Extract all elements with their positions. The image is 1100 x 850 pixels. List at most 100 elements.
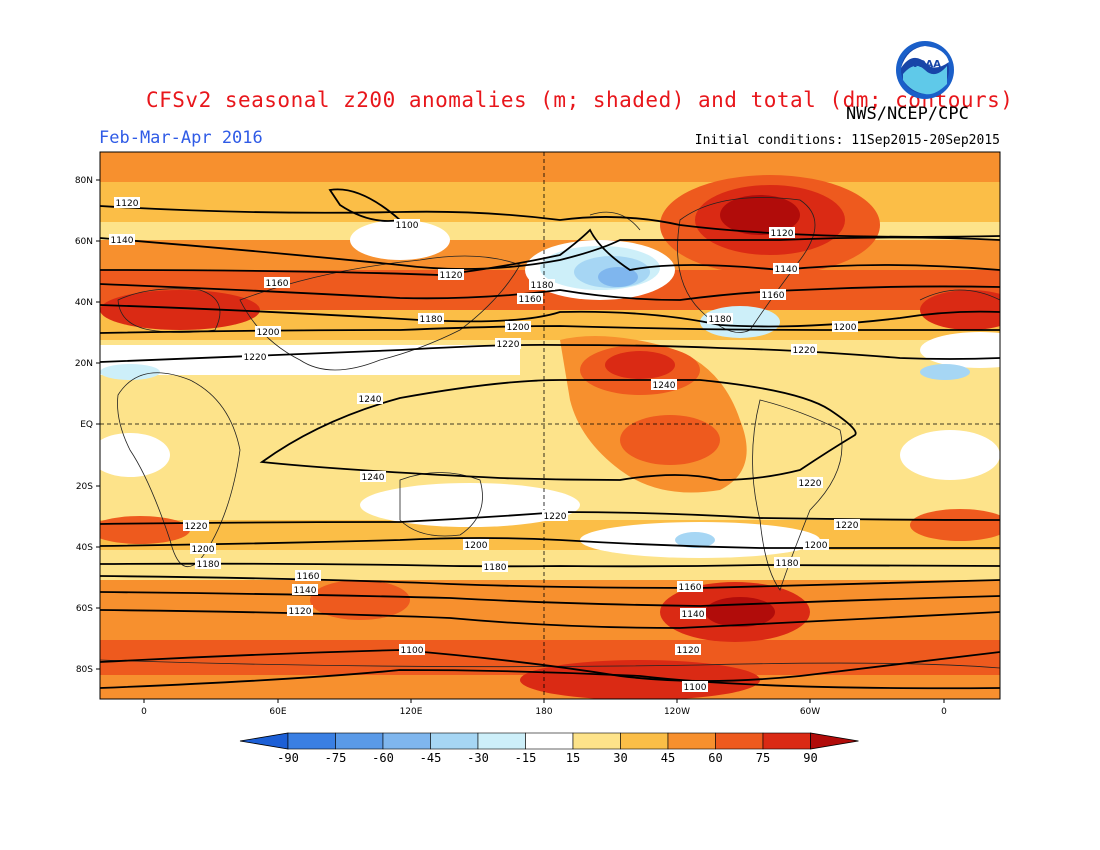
contour-label-bg <box>255 326 281 337</box>
contour-label: 1140 <box>111 236 134 246</box>
colorbar-segment <box>477 732 526 750</box>
colorbar-segment <box>382 732 431 750</box>
contour-label-bg <box>682 681 708 692</box>
initial-conditions-label: Initial conditions: 11Sep2015-20Sep2015 <box>694 133 1000 148</box>
contour-label: 1200 <box>834 323 857 333</box>
contour-label: 1200 <box>257 328 280 338</box>
contour-label-bg <box>834 519 860 530</box>
colorbar-segment <box>762 732 811 750</box>
contour-label-bg <box>360 471 386 482</box>
contour-label: 1220 <box>497 340 520 350</box>
contour-label: 1120 <box>677 646 700 656</box>
lon-label: 60W <box>800 707 820 717</box>
contour-label-bg <box>292 584 318 595</box>
contour-label: 1100 <box>684 683 707 693</box>
contour-label: 1100 <box>401 646 424 656</box>
contour-label: 1220 <box>799 479 822 489</box>
contour-label-bg <box>517 293 543 304</box>
contour-label: 1180 <box>776 559 799 569</box>
contour-label-bg <box>495 338 521 349</box>
lon-label: 60E <box>269 707 286 717</box>
contour-label-bg <box>109 234 135 245</box>
contour-label: 1140 <box>775 265 798 275</box>
lon-label: 120E <box>400 707 423 717</box>
colorbar-right-arrow <box>810 732 859 750</box>
colorbar-segment <box>430 732 479 750</box>
contour-label: 1120 <box>771 229 794 239</box>
contour-label-bg <box>797 477 823 488</box>
contour-label: 1180 <box>420 315 443 325</box>
lat-label: EQ <box>80 420 93 430</box>
contour-label: 1120 <box>116 199 139 209</box>
contour-label: 1180 <box>484 563 507 573</box>
colorbar-label: -45 <box>420 751 442 765</box>
colorbar-segment <box>525 732 574 750</box>
contour-label-bg <box>760 289 786 300</box>
contour-label-bg <box>190 543 216 554</box>
colorbar-label: -15 <box>515 751 537 765</box>
contour-label-bg <box>529 279 555 290</box>
map-title: CFSv2 seasonal z200 anomalies (m; shaded… <box>146 88 1014 112</box>
lat-label: 60S <box>76 604 93 614</box>
contour-label-bg <box>114 197 140 208</box>
season-label: Feb-Mar-Apr 2016 <box>99 128 263 148</box>
noaa-logo-text: NOAA <box>909 59 941 70</box>
contour-label: 1200 <box>192 545 215 555</box>
contour-label: 1220 <box>793 346 816 356</box>
contour-label-bg <box>195 558 221 569</box>
contour-label-bg <box>399 644 425 655</box>
contour-label-bg <box>677 581 703 592</box>
contour-label: 1160 <box>679 583 702 593</box>
lon-label: 180 <box>535 707 552 717</box>
contour-labels: 1120 1140 1100 1120 1160 1180 1200 1220 1240 1180… <box>109 197 860 693</box>
contour-label: 1160 <box>762 291 785 301</box>
colorbar-segment <box>287 732 336 750</box>
colorbar-segment <box>572 732 621 750</box>
lon-ticks <box>143 699 945 703</box>
lat-label: 40S <box>76 543 93 553</box>
contour-label: 1160 <box>266 279 289 289</box>
contour-label-bg <box>791 344 817 355</box>
contour-label-bg <box>463 539 489 550</box>
lat-label: 80N <box>75 176 93 186</box>
contour-label: 1220 <box>544 512 567 522</box>
contour-label-bg <box>242 351 268 362</box>
lat-label: 20S <box>76 482 93 492</box>
lat-label: 20N <box>75 359 93 369</box>
contour-label: 1200 <box>507 323 530 333</box>
colorbar-label: 45 <box>661 751 675 765</box>
contour-label: 1180 <box>531 281 554 291</box>
contour-label: 1160 <box>519 295 542 305</box>
noaa-logo-icon: NOAA <box>896 41 954 99</box>
contour-label: 1160 <box>297 572 320 582</box>
colorbar-label: 90 <box>803 751 817 765</box>
lat-label: 40N <box>75 298 93 308</box>
contour-label: 1220 <box>244 353 267 363</box>
contour-label-bg <box>287 605 313 616</box>
contour-label: 1240 <box>359 395 382 405</box>
colorbar-label: 75 <box>756 751 770 765</box>
contour-label-bg <box>680 608 706 619</box>
contour-label: 1200 <box>805 541 828 551</box>
colorbar-label: -90 <box>277 751 299 765</box>
colorbar-segment <box>335 732 384 750</box>
contour-label-bg <box>675 644 701 655</box>
contour-label-bg <box>542 510 568 521</box>
contour-label: 1240 <box>653 381 676 391</box>
colorbar-label: -60 <box>372 751 394 765</box>
map-frame <box>99 151 1001 700</box>
colorbar-segment <box>715 732 764 750</box>
colorbar-label: -75 <box>325 751 347 765</box>
lon-labels: 0 60E 120E 180 120W 60W 0 <box>141 707 947 717</box>
lon-label: 0 <box>141 707 147 717</box>
contour-label-bg <box>774 557 800 568</box>
contour-label: 1140 <box>682 610 705 620</box>
contour-label-bg <box>707 313 733 324</box>
contour-label-bg <box>295 570 321 581</box>
contour-label: 1120 <box>289 607 312 617</box>
contour-label-bg <box>651 379 677 390</box>
contour-label: 1220 <box>185 522 208 532</box>
lat-label: 80S <box>76 665 93 675</box>
contour-label: 1200 <box>465 541 488 551</box>
contour-label-bg <box>418 313 444 324</box>
